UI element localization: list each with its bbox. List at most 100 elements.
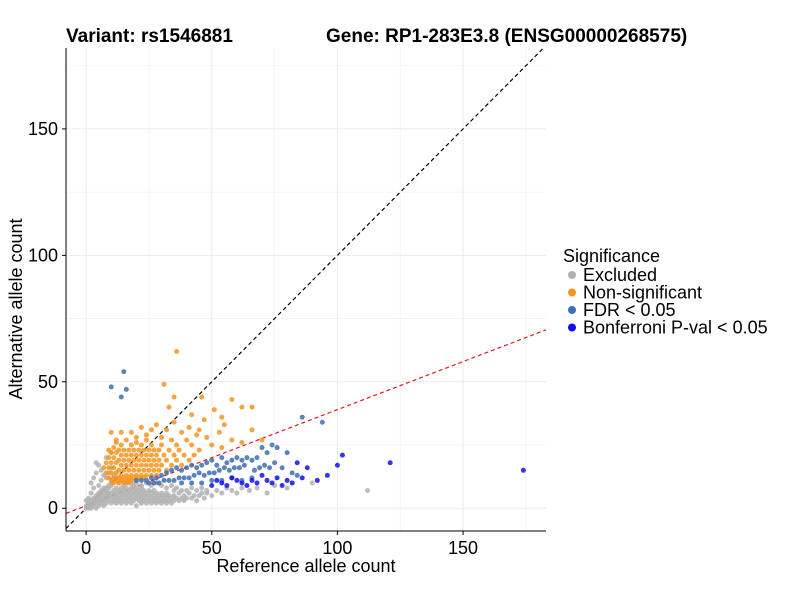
- data-point: [146, 480, 152, 486]
- data-point: [231, 465, 237, 471]
- data-point: [161, 381, 167, 387]
- data-point: [166, 404, 172, 410]
- data-point: [133, 439, 139, 445]
- series-fdr-0-05: [108, 369, 325, 486]
- reference-line-identity: [66, 48, 545, 529]
- data-point: [279, 482, 285, 488]
- data-point: [204, 460, 210, 466]
- data-point: [164, 427, 170, 433]
- data-point: [189, 480, 195, 486]
- data-point: [148, 452, 154, 458]
- data-point: [259, 472, 265, 478]
- data-point: [181, 475, 187, 481]
- data-point: [219, 445, 225, 451]
- data-point: [304, 465, 310, 471]
- data-point: [264, 490, 270, 496]
- data-point: [191, 493, 197, 499]
- data-point: [126, 447, 132, 453]
- y-tick-label: 150: [28, 119, 58, 139]
- data-point: [131, 467, 137, 473]
- data-point: [196, 427, 202, 433]
- data-point: [204, 488, 210, 494]
- y-tick-label: 50: [38, 372, 58, 392]
- data-point: [136, 447, 142, 453]
- data-point: [201, 495, 207, 501]
- data-point: [209, 442, 215, 448]
- data-point: [103, 470, 109, 476]
- data-point: [184, 437, 190, 443]
- data-point: [126, 467, 132, 473]
- data-point: [206, 470, 212, 476]
- legend-swatch: [568, 306, 576, 314]
- data-point: [116, 480, 122, 486]
- data-point: [194, 465, 200, 471]
- x-tick-label: 100: [322, 538, 352, 558]
- data-point: [138, 477, 144, 483]
- data-point: [251, 467, 257, 473]
- data-point: [184, 488, 190, 494]
- data-point: [264, 450, 270, 456]
- data-point: [113, 460, 119, 466]
- data-point: [211, 470, 217, 476]
- data-point: [171, 452, 177, 458]
- data-point: [128, 452, 134, 458]
- data-point: [118, 452, 124, 458]
- data-point: [239, 457, 245, 463]
- data-point: [153, 462, 159, 468]
- data-point: [272, 460, 278, 466]
- data-point: [128, 462, 134, 468]
- data-point: [214, 477, 220, 483]
- data-point: [169, 462, 175, 468]
- data-point: [113, 470, 119, 476]
- data-point: [179, 480, 185, 486]
- data-point: [148, 462, 154, 468]
- data-point: [174, 442, 180, 448]
- data-point: [123, 452, 129, 458]
- legend-label: Non-significant: [583, 283, 702, 303]
- data-point: [91, 475, 97, 481]
- data-point: [169, 482, 175, 488]
- data-point: [189, 442, 195, 448]
- data-point: [143, 437, 149, 443]
- data-point: [244, 455, 250, 461]
- data-point: [194, 488, 200, 494]
- data-point: [121, 467, 127, 473]
- data-point: [324, 472, 330, 478]
- data-point: [106, 465, 112, 471]
- data-point: [143, 452, 149, 458]
- data-point: [219, 480, 225, 486]
- data-point: [121, 447, 127, 453]
- data-point: [111, 455, 117, 461]
- data-point: [133, 434, 139, 440]
- data-point: [234, 455, 240, 461]
- data-point: [179, 467, 185, 473]
- data-point: [141, 457, 147, 463]
- data-point: [191, 452, 197, 458]
- data-point: [264, 477, 270, 483]
- data-point: [229, 457, 235, 463]
- legend-swatch: [568, 271, 576, 279]
- data-point: [108, 460, 114, 466]
- data-point: [143, 432, 149, 438]
- data-point: [239, 480, 245, 486]
- data-point: [262, 462, 268, 468]
- data-point: [239, 485, 245, 491]
- data-point: [199, 485, 205, 491]
- data-point: [214, 488, 220, 494]
- data-point: [108, 470, 114, 476]
- data-point: [113, 439, 119, 445]
- data-point: [244, 482, 250, 488]
- data-point: [184, 465, 190, 471]
- data-point: [189, 485, 195, 491]
- data-point: [111, 465, 117, 471]
- data-point: [186, 475, 192, 481]
- data-point: [113, 450, 119, 456]
- data-point: [123, 437, 129, 443]
- data-point: [106, 447, 112, 453]
- data-point: [226, 467, 232, 473]
- data-point: [96, 482, 102, 488]
- data-point: [158, 462, 164, 468]
- data-point: [118, 462, 124, 468]
- data-point: [108, 429, 114, 435]
- data-point: [201, 472, 207, 478]
